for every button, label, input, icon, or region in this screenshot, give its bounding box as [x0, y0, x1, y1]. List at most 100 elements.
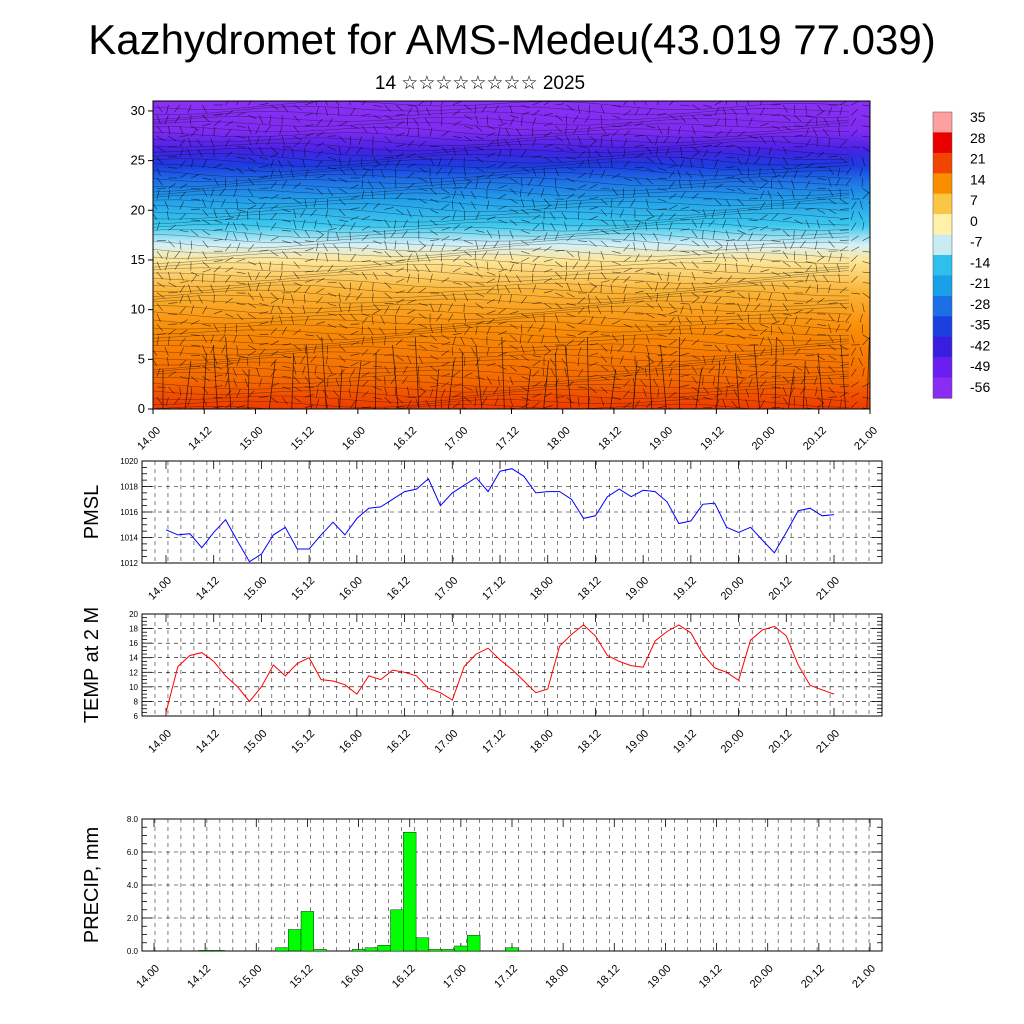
wind-barb	[555, 136, 564, 142]
wind-barb	[703, 144, 713, 148]
wind-barb	[190, 376, 199, 383]
wind-barb	[611, 304, 613, 314]
wind-barb	[703, 149, 709, 158]
wind-barb	[338, 188, 348, 194]
wind-barb	[532, 198, 535, 208]
wind-barb	[828, 376, 834, 385]
wind-barb	[640, 233, 647, 241]
wind-barb	[384, 386, 388, 396]
wind-barb	[348, 303, 351, 313]
wind-barb	[259, 322, 269, 325]
wind-barb	[270, 212, 277, 220]
wind-barb	[668, 367, 673, 377]
wind-barb	[361, 190, 365, 200]
wind-barb	[156, 397, 163, 405]
wind-barb	[600, 230, 610, 235]
wind-barb	[771, 114, 781, 116]
wind-barb	[794, 219, 803, 225]
wind-barb	[304, 169, 309, 179]
wind-barb	[623, 306, 630, 315]
wind-barb	[291, 148, 294, 158]
wind-barb	[395, 290, 405, 294]
temp-x-tick-label: 21.00	[814, 728, 842, 756]
wind-barb	[828, 386, 835, 394]
heatmap-x-tick-label: 18.00	[545, 425, 573, 453]
wind-barb	[859, 167, 863, 177]
heatmap-x-tick-label: 14.00	[135, 425, 163, 453]
wind-barb	[525, 368, 532, 409]
wind-barb	[179, 230, 189, 233]
wind-barb	[543, 303, 552, 309]
wind-barb	[338, 292, 341, 302]
wind-barb	[372, 303, 380, 311]
wind-barb	[378, 327, 385, 335]
wind-barb	[475, 313, 484, 318]
wind-barb	[407, 309, 416, 315]
pmsl-y-tick-label: 1014	[120, 534, 138, 543]
wind-barb	[380, 315, 385, 325]
wind-barb	[190, 158, 194, 168]
wind-barb	[577, 160, 585, 168]
wind-barb	[862, 136, 870, 138]
wind-barb	[498, 321, 508, 325]
wind-barb	[840, 344, 847, 409]
wind-barb	[600, 397, 605, 406]
wind-barb	[521, 219, 530, 223]
wind-barb	[259, 165, 269, 168]
wind-barb	[191, 334, 201, 336]
wind-barb	[474, 397, 476, 407]
wind-barb	[745, 399, 750, 408]
pmsl-x-tick-label: 18.00	[528, 575, 556, 603]
wind-barb	[236, 209, 246, 212]
wind-barb	[361, 225, 370, 231]
wind-barb	[564, 344, 572, 409]
wind-barb	[179, 135, 189, 137]
wind-barb	[678, 125, 681, 135]
wind-barb	[497, 283, 499, 293]
wind-barb	[372, 136, 374, 146]
wind-barb	[361, 325, 363, 335]
heatmap-x-tick-label: 17.12	[494, 425, 522, 453]
wind-barb	[555, 378, 559, 388]
wind-barb	[461, 352, 464, 409]
wind-barb	[407, 172, 415, 179]
wind-barb	[612, 407, 617, 409]
wind-barb	[327, 264, 334, 273]
wind-barb	[338, 136, 346, 143]
wind-barb	[464, 292, 469, 302]
wind-barb	[187, 397, 192, 406]
contour-line	[153, 331, 850, 342]
wind-barb	[290, 169, 294, 179]
precip-x-tick-label: 20.00	[748, 963, 776, 991]
wind-barb	[668, 204, 678, 210]
wind-barb	[566, 303, 576, 306]
wind-barb	[612, 261, 621, 266]
wind-barb	[596, 305, 602, 314]
wind-barb	[839, 363, 849, 367]
wind-barb	[725, 385, 735, 388]
wind-barb	[805, 397, 808, 407]
wind-barb	[578, 240, 588, 242]
wind-barb	[815, 386, 818, 396]
wind-barb	[407, 240, 409, 250]
precip-bar	[403, 832, 417, 952]
wind-barb	[577, 172, 586, 179]
wind-barb	[711, 209, 715, 219]
wind-barb	[612, 173, 621, 179]
wind-barb	[202, 198, 206, 208]
wind-barb	[395, 104, 403, 112]
wind-barb	[703, 250, 713, 254]
wind-barb	[441, 373, 451, 377]
wind-barb	[782, 303, 789, 312]
wind-barb	[725, 239, 736, 241]
wind-barb	[850, 108, 858, 116]
colorbar-swatch	[933, 234, 952, 256]
wind-barb	[828, 324, 832, 333]
wind-barb	[725, 312, 736, 315]
wind-barb	[572, 261, 579, 270]
wind-barb	[424, 118, 431, 127]
wind-barb	[293, 271, 300, 280]
wind-barb	[822, 128, 829, 137]
wind-barb	[486, 346, 490, 356]
